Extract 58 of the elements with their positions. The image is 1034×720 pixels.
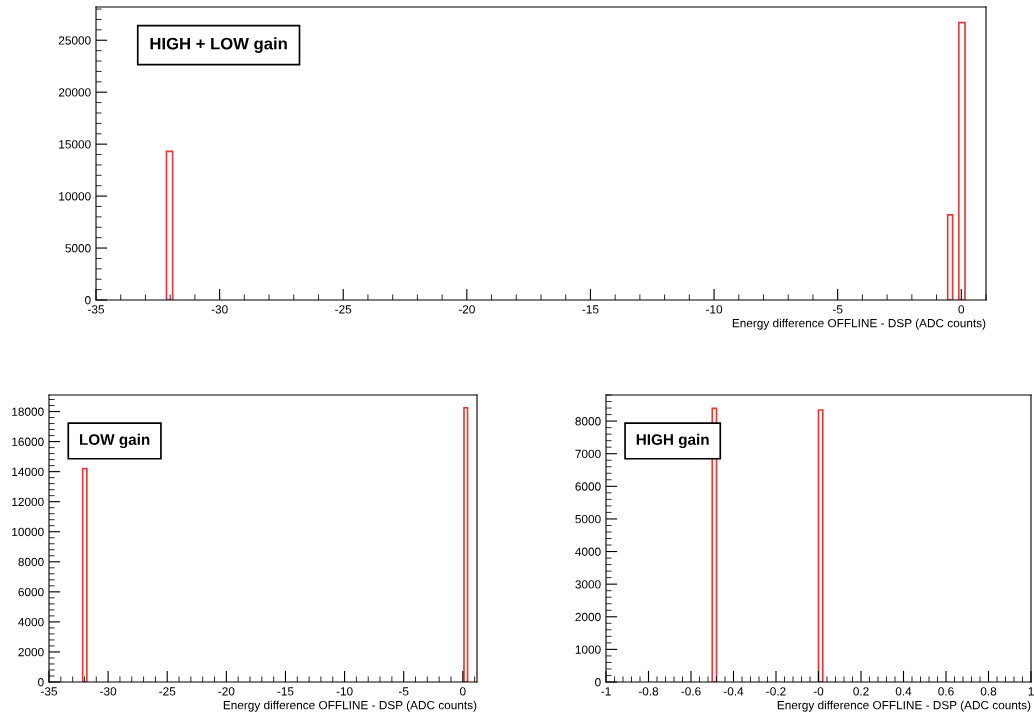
y-tick-label: 8000 xyxy=(18,557,44,567)
x-tick-label: -0.2 xyxy=(766,687,786,696)
x-tick-label: -15 xyxy=(277,687,294,696)
text: LOW gain xyxy=(79,433,150,449)
x-tick-label: -20 xyxy=(218,687,235,696)
x-tick-label: -25 xyxy=(335,305,352,314)
x-tick-label: 0.2 xyxy=(853,687,869,696)
x-tick-label: -10 xyxy=(706,305,723,314)
y-tick-label: 4000 xyxy=(18,617,44,627)
x-tick-label: 0 xyxy=(958,305,965,314)
x-tick-label: -25 xyxy=(159,687,176,696)
x-tick-label: 1 xyxy=(1028,687,1034,696)
x-axis-title: Energy difference OFFLINE - DSP (ADC counts) xyxy=(223,700,477,712)
x-tick-label: -0 xyxy=(813,687,824,696)
y-tick-label: 15000 xyxy=(59,140,91,149)
text: HIGH + LOW gain xyxy=(150,37,287,53)
x-tick-label: -35 xyxy=(87,305,105,314)
x-tick-label: -20 xyxy=(458,305,475,314)
y-tick-label: 3000 xyxy=(575,580,601,589)
y-tick-label: 5000 xyxy=(575,514,601,524)
y-tick-label: 1000 xyxy=(575,645,601,654)
x-axis-title: Energy difference OFFLINE - DSP (ADC counts) xyxy=(732,318,986,330)
x-tick-label: -0.8 xyxy=(638,687,659,696)
y-tick-label: 5000 xyxy=(65,244,91,253)
x-tick-label: -5 xyxy=(398,687,409,696)
x-tick-label: -0.4 xyxy=(723,687,744,696)
y-tick-label: 16000 xyxy=(12,437,44,446)
y-tick-label: 10000 xyxy=(59,192,91,201)
x-tick-label: 0.6 xyxy=(938,687,954,696)
y-tick-label: 2000 xyxy=(18,647,44,657)
y-tick-label: 14000 xyxy=(12,467,44,477)
y-tick-label: 2000 xyxy=(575,612,601,622)
y-tick-label: 25000 xyxy=(58,36,91,45)
y-tick-label: 0 xyxy=(595,678,601,687)
y-tick-label: 20000 xyxy=(58,88,91,97)
y-tick-label: 18000 xyxy=(12,407,44,416)
x-tick-label: 0.4 xyxy=(895,687,912,696)
x-tick-label: -1 xyxy=(601,687,611,696)
y-tick-label: 7000 xyxy=(575,449,601,459)
y-tick-label: 6000 xyxy=(18,587,44,597)
x-tick-label: -30 xyxy=(100,687,117,696)
x-tick-label: 0 xyxy=(459,687,466,696)
y-tick-label: 4000 xyxy=(575,547,601,556)
x-tick-label: -0.6 xyxy=(681,687,701,696)
x-tick-label: -35 xyxy=(40,687,58,696)
y-tick-label: 0 xyxy=(85,296,91,305)
x-tick-label: -30 xyxy=(211,305,228,314)
x-tick-label: -10 xyxy=(336,687,353,696)
x-axis-title: Energy difference OFFLINE - DSP (ADC counts) xyxy=(777,700,1031,712)
y-tick-label: 0 xyxy=(38,678,44,687)
y-tick-label: 12000 xyxy=(12,497,44,507)
y-tick-label: 6000 xyxy=(575,482,601,491)
x-tick-label: 0.8 xyxy=(980,687,997,696)
x-tick-label: -5 xyxy=(832,305,843,314)
y-tick-label: 8000 xyxy=(575,417,601,426)
y-tick-label: 10000 xyxy=(12,527,44,537)
text: HIGH gain xyxy=(636,433,709,449)
x-tick-label: -15 xyxy=(582,305,599,314)
